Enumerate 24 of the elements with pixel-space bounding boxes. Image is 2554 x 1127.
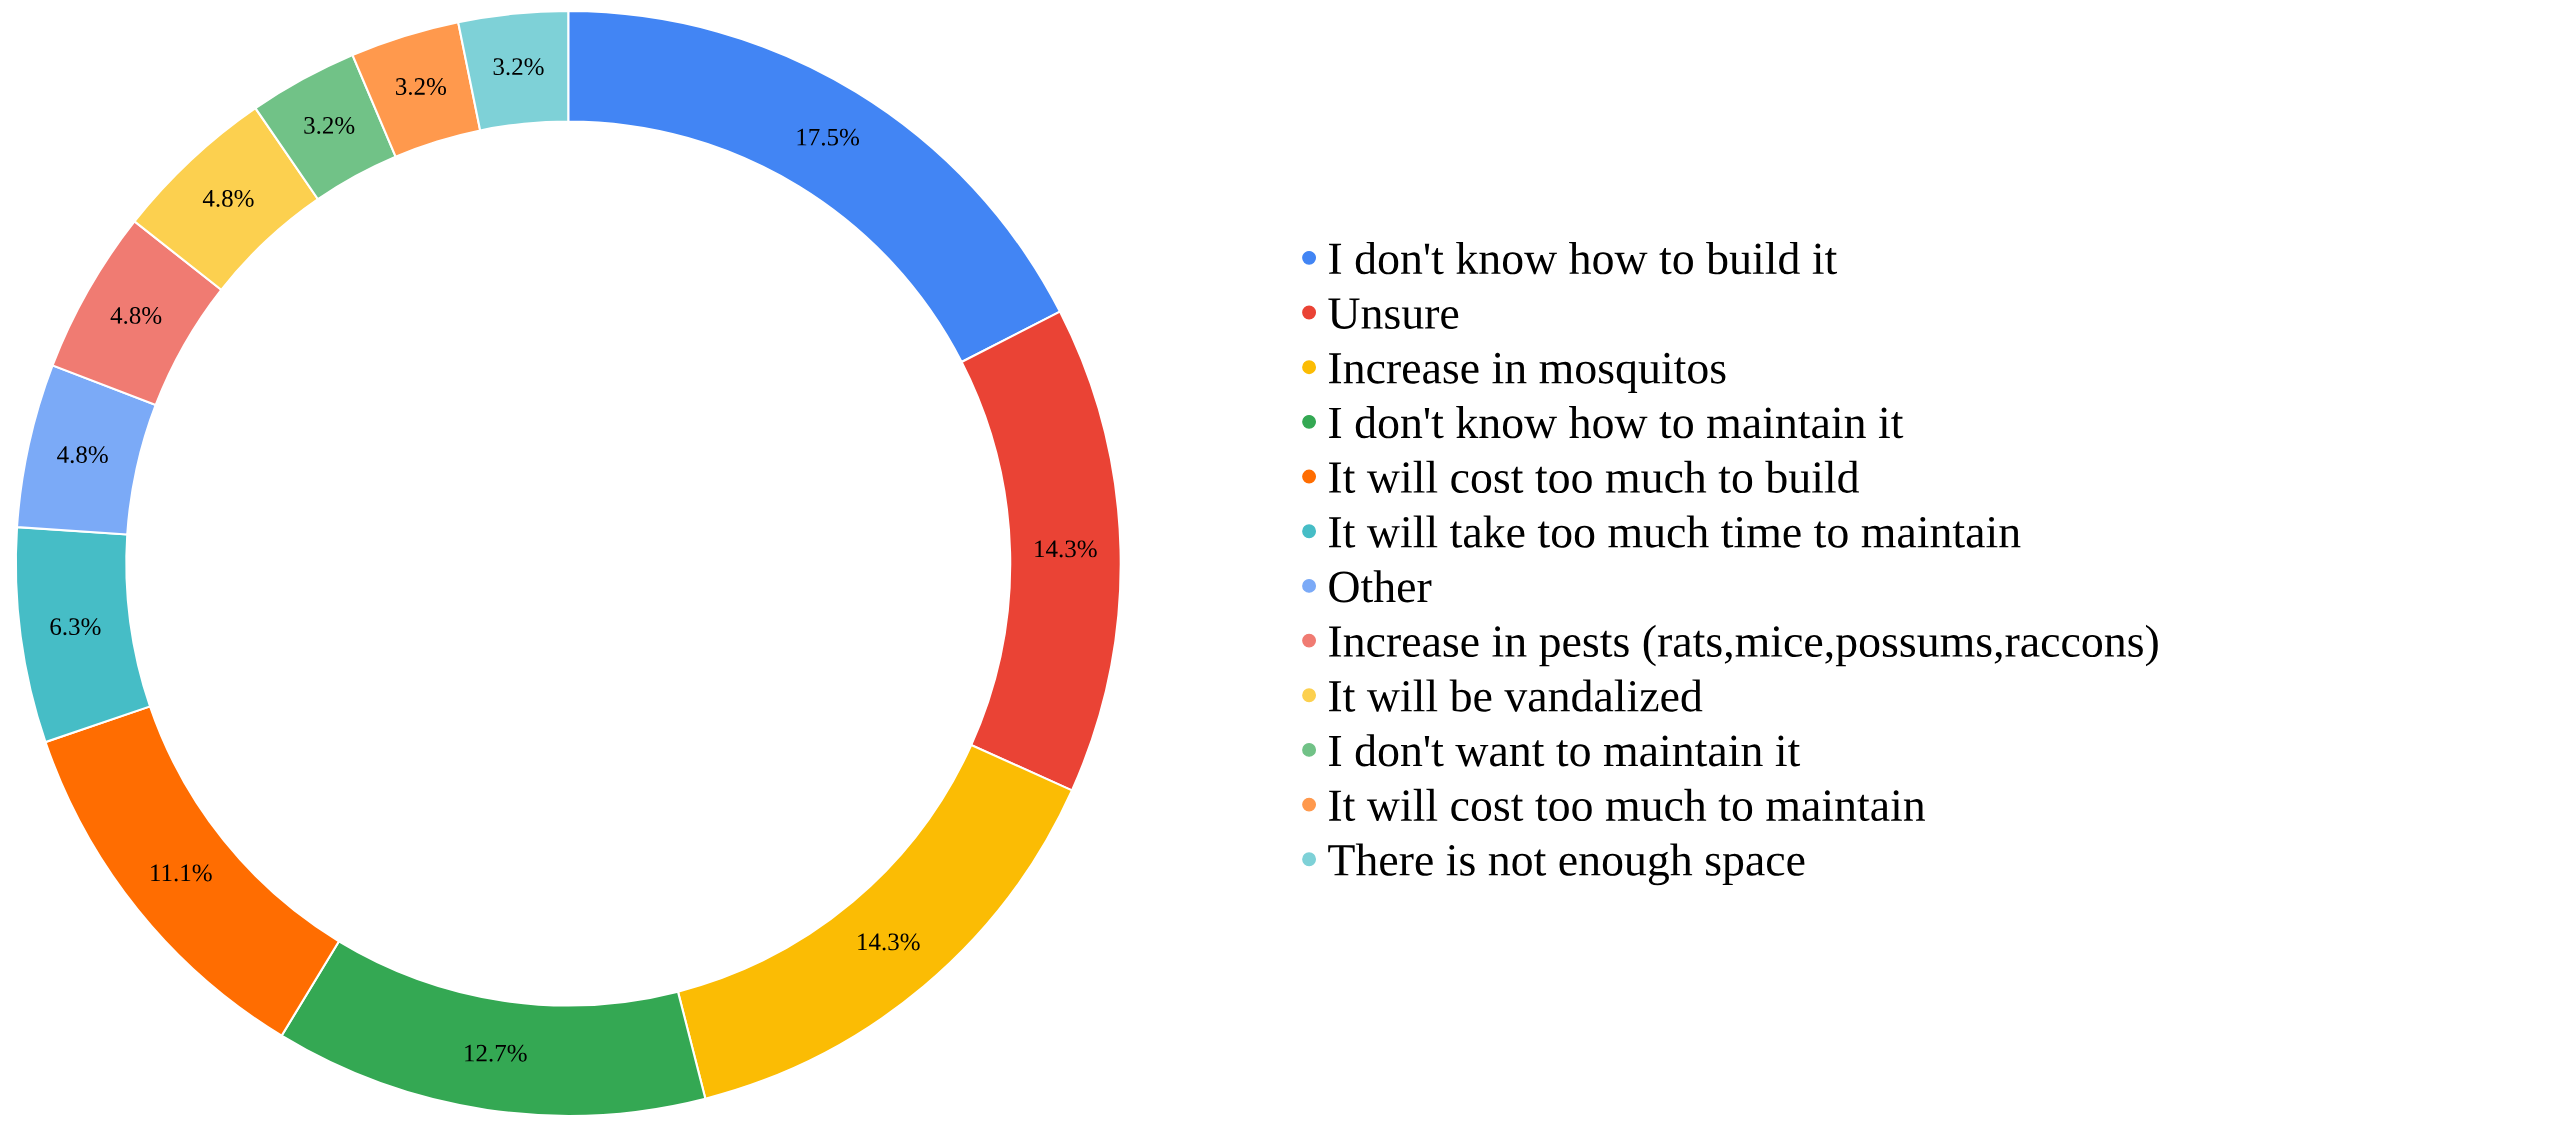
legend-label: I don't know how to maintain it xyxy=(1329,406,1904,439)
legend-label: It will be vandalized xyxy=(1329,679,1703,712)
data-label: 12.7% xyxy=(465,1044,527,1062)
data-label: 3.2% xyxy=(396,78,447,96)
legend-label: It will cost too much to build xyxy=(1329,460,1859,494)
data-label: 4.8% xyxy=(57,446,108,464)
legend-label: It will cost too much to maintain xyxy=(1329,788,1926,822)
legend-label: I don't want to maintain it xyxy=(1329,734,1801,767)
legend-label: Increase in pests (rats,mice,possums,raccons) xyxy=(1329,624,2158,667)
legend-label: It will take too much time to maintain xyxy=(1329,515,2021,548)
legend-label: Other xyxy=(1329,570,1432,603)
data-label: 14.3% xyxy=(1035,540,1097,558)
data-label: 11.1% xyxy=(151,864,212,882)
data-label: 17.5% xyxy=(797,128,860,146)
data-label: 3.2% xyxy=(304,116,355,134)
data-label: 3.2% xyxy=(493,58,544,76)
data-label: 14.3% xyxy=(858,933,920,951)
data-label: 6.3% xyxy=(50,618,101,636)
legend-label: Unsure xyxy=(1328,298,1459,329)
legend-label: I don't know how to build it xyxy=(1329,242,1838,275)
legend-label: There is not enough space xyxy=(1328,843,1805,886)
data-label: 4.8% xyxy=(202,189,254,207)
legend-label: Increase in mosquitos xyxy=(1329,352,1726,393)
data-label: 4.8% xyxy=(110,306,162,324)
